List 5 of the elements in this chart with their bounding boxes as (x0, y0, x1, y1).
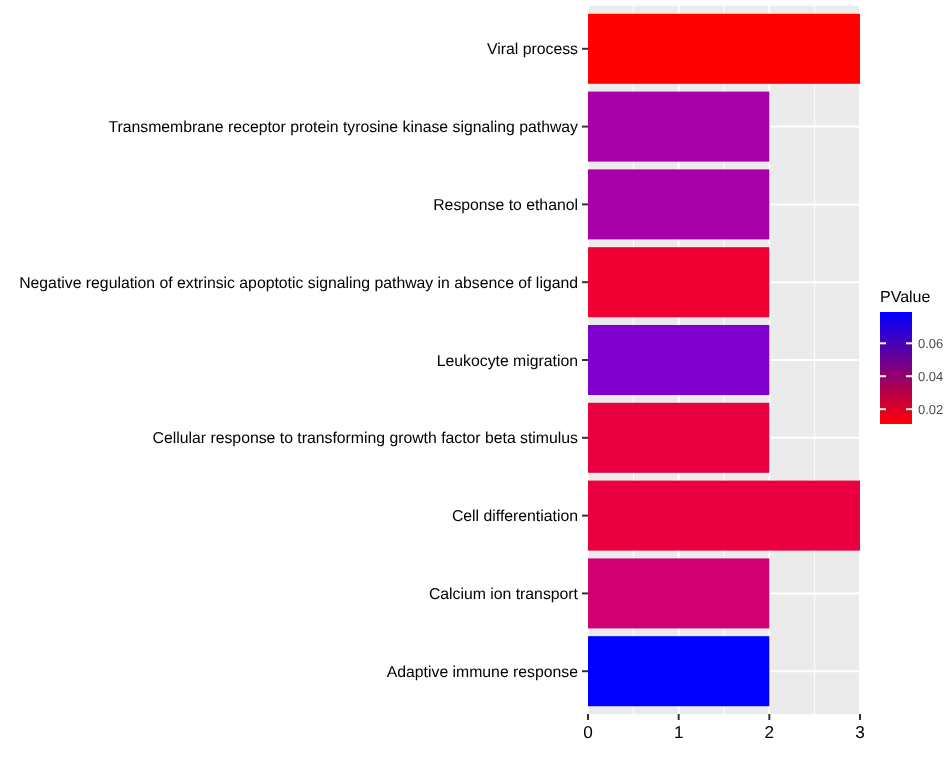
x-tick-label: 3 (855, 722, 866, 742)
color-bar-title: PValue (880, 288, 932, 306)
x-tick-label: 2 (764, 722, 775, 742)
x-tick-label: 0 (583, 722, 594, 742)
x-tick-label: 1 (673, 722, 684, 742)
